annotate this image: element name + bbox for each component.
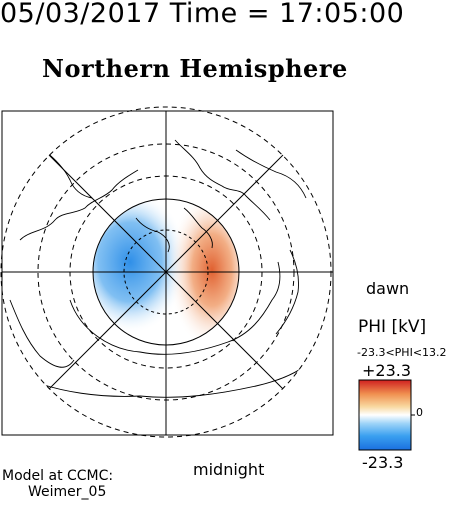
colorbar-title: PHI [kV]: [358, 317, 427, 337]
datetime-title: 05/03/2017 Time = 17:05:00: [0, 0, 405, 29]
colorbar-min-label: -23.3: [362, 453, 404, 472]
midnight-label: midnight: [193, 460, 265, 479]
plot-frame: [1, 110, 334, 436]
meridian-lines: [2, 111, 333, 435]
colorbar: [358, 379, 412, 451]
dawn-label: dawn: [366, 279, 410, 298]
coastlines: [9, 139, 313, 398]
colorbar-range: -23.3<PHI<13.2: [357, 346, 447, 359]
colorbar-max-label: +23.3: [362, 361, 412, 380]
hemisphere-title: Northern Hemisphere: [42, 54, 348, 83]
colorbar-zero-label: 0: [416, 406, 423, 419]
model-name: Weimer_05: [28, 484, 107, 500]
model-label: Model at CCMC:: [2, 468, 114, 484]
